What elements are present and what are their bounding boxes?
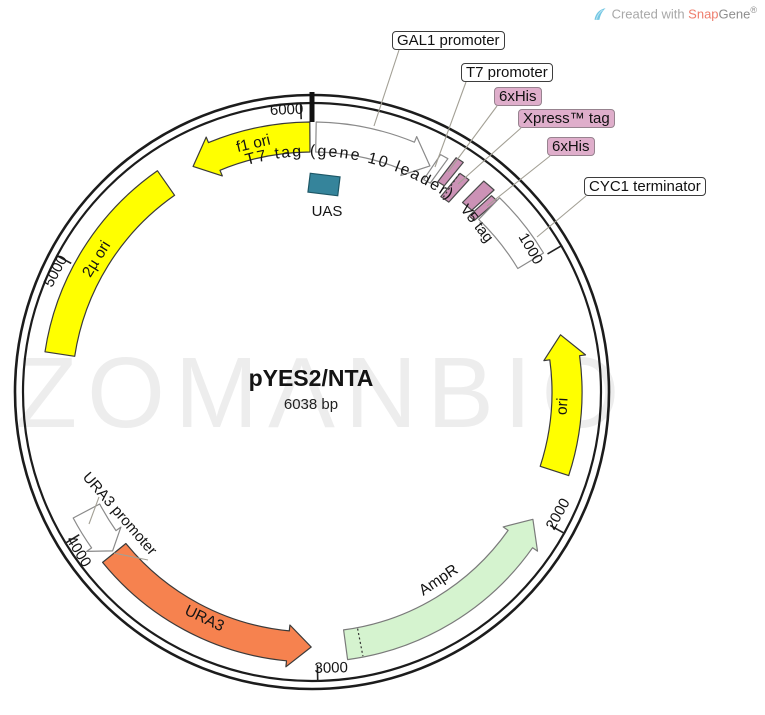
feature-f1-ori (192, 121, 311, 177)
tick-2000 (549, 524, 566, 535)
callout-6xhis-5: 6xHis (494, 87, 542, 106)
curved-label-t7-tag: T7 tag (gene 10 leader) (244, 143, 458, 204)
tick-label-6000: 6000 (270, 101, 304, 119)
feature-6xhis (437, 157, 464, 187)
leader-6xhis-3 (447, 105, 498, 173)
leader-cyc1-terminator-2 (536, 195, 587, 238)
tick-1000 (547, 244, 563, 255)
snapgene-logo-icon (593, 7, 607, 21)
callout-xpress-tag-3: Xpress™ tag (518, 109, 615, 128)
callout-6xhis-6: 6xHis (547, 137, 595, 156)
feature-cyc1-terminator (478, 197, 545, 270)
feature-t7-promoter (423, 154, 449, 184)
credit-prefix: Created with (611, 6, 689, 22)
snapgene-credit: Created with SnapGene® (593, 6, 757, 21)
feature-ura3-promoter (72, 503, 122, 552)
tick-label-2000: 2000 (543, 495, 574, 532)
tick-5000 (55, 254, 72, 265)
callout-t7-promoter-3: T7 promoter (461, 63, 553, 82)
credit-text: Created with SnapGene® (611, 5, 757, 22)
callout-gal1-promoter-3: GAL1 promoter (392, 31, 505, 50)
plasmid-name: pYES2/NTA (249, 365, 374, 391)
uas-label: UAS (312, 203, 343, 220)
feature-v5-tag (461, 180, 495, 211)
feature-boundary-dotted-line (442, 173, 460, 198)
plasmid-size: 6038 bp (284, 396, 338, 413)
inline-label-ori-2: ori (554, 397, 572, 415)
feature-uas-box (307, 172, 341, 197)
leader-xpress-tag-2 (457, 127, 522, 185)
feature-gal1-promoter (315, 121, 431, 177)
feature-boundary-dotted-line (357, 628, 364, 657)
tick-4000 (64, 534, 80, 545)
leader-gal1-promoter-2 (373, 49, 400, 127)
feature-ura3 (102, 542, 312, 668)
credit-registered-mark: ® (750, 5, 757, 15)
callout-cyc1-terminator-3: CYC1 terminator (584, 177, 706, 196)
credit-brand-snap: Snap (688, 6, 719, 22)
tick-6000 (299, 102, 303, 120)
leader-6xhis-4 (486, 155, 551, 207)
feature-2-ori (44, 170, 176, 357)
tick-label-3000: 3000 (314, 659, 348, 677)
feature-6xhis-2 (468, 195, 498, 222)
credit-brand-gene: Gene (718, 6, 751, 22)
leader-extra (88, 496, 100, 525)
feature-ampr (343, 518, 539, 661)
watermark-text: ZOMANBIO (16, 337, 629, 449)
leader-t7-promoter-2 (434, 81, 467, 168)
feature-ori (539, 334, 587, 477)
leader-extra (113, 552, 149, 561)
